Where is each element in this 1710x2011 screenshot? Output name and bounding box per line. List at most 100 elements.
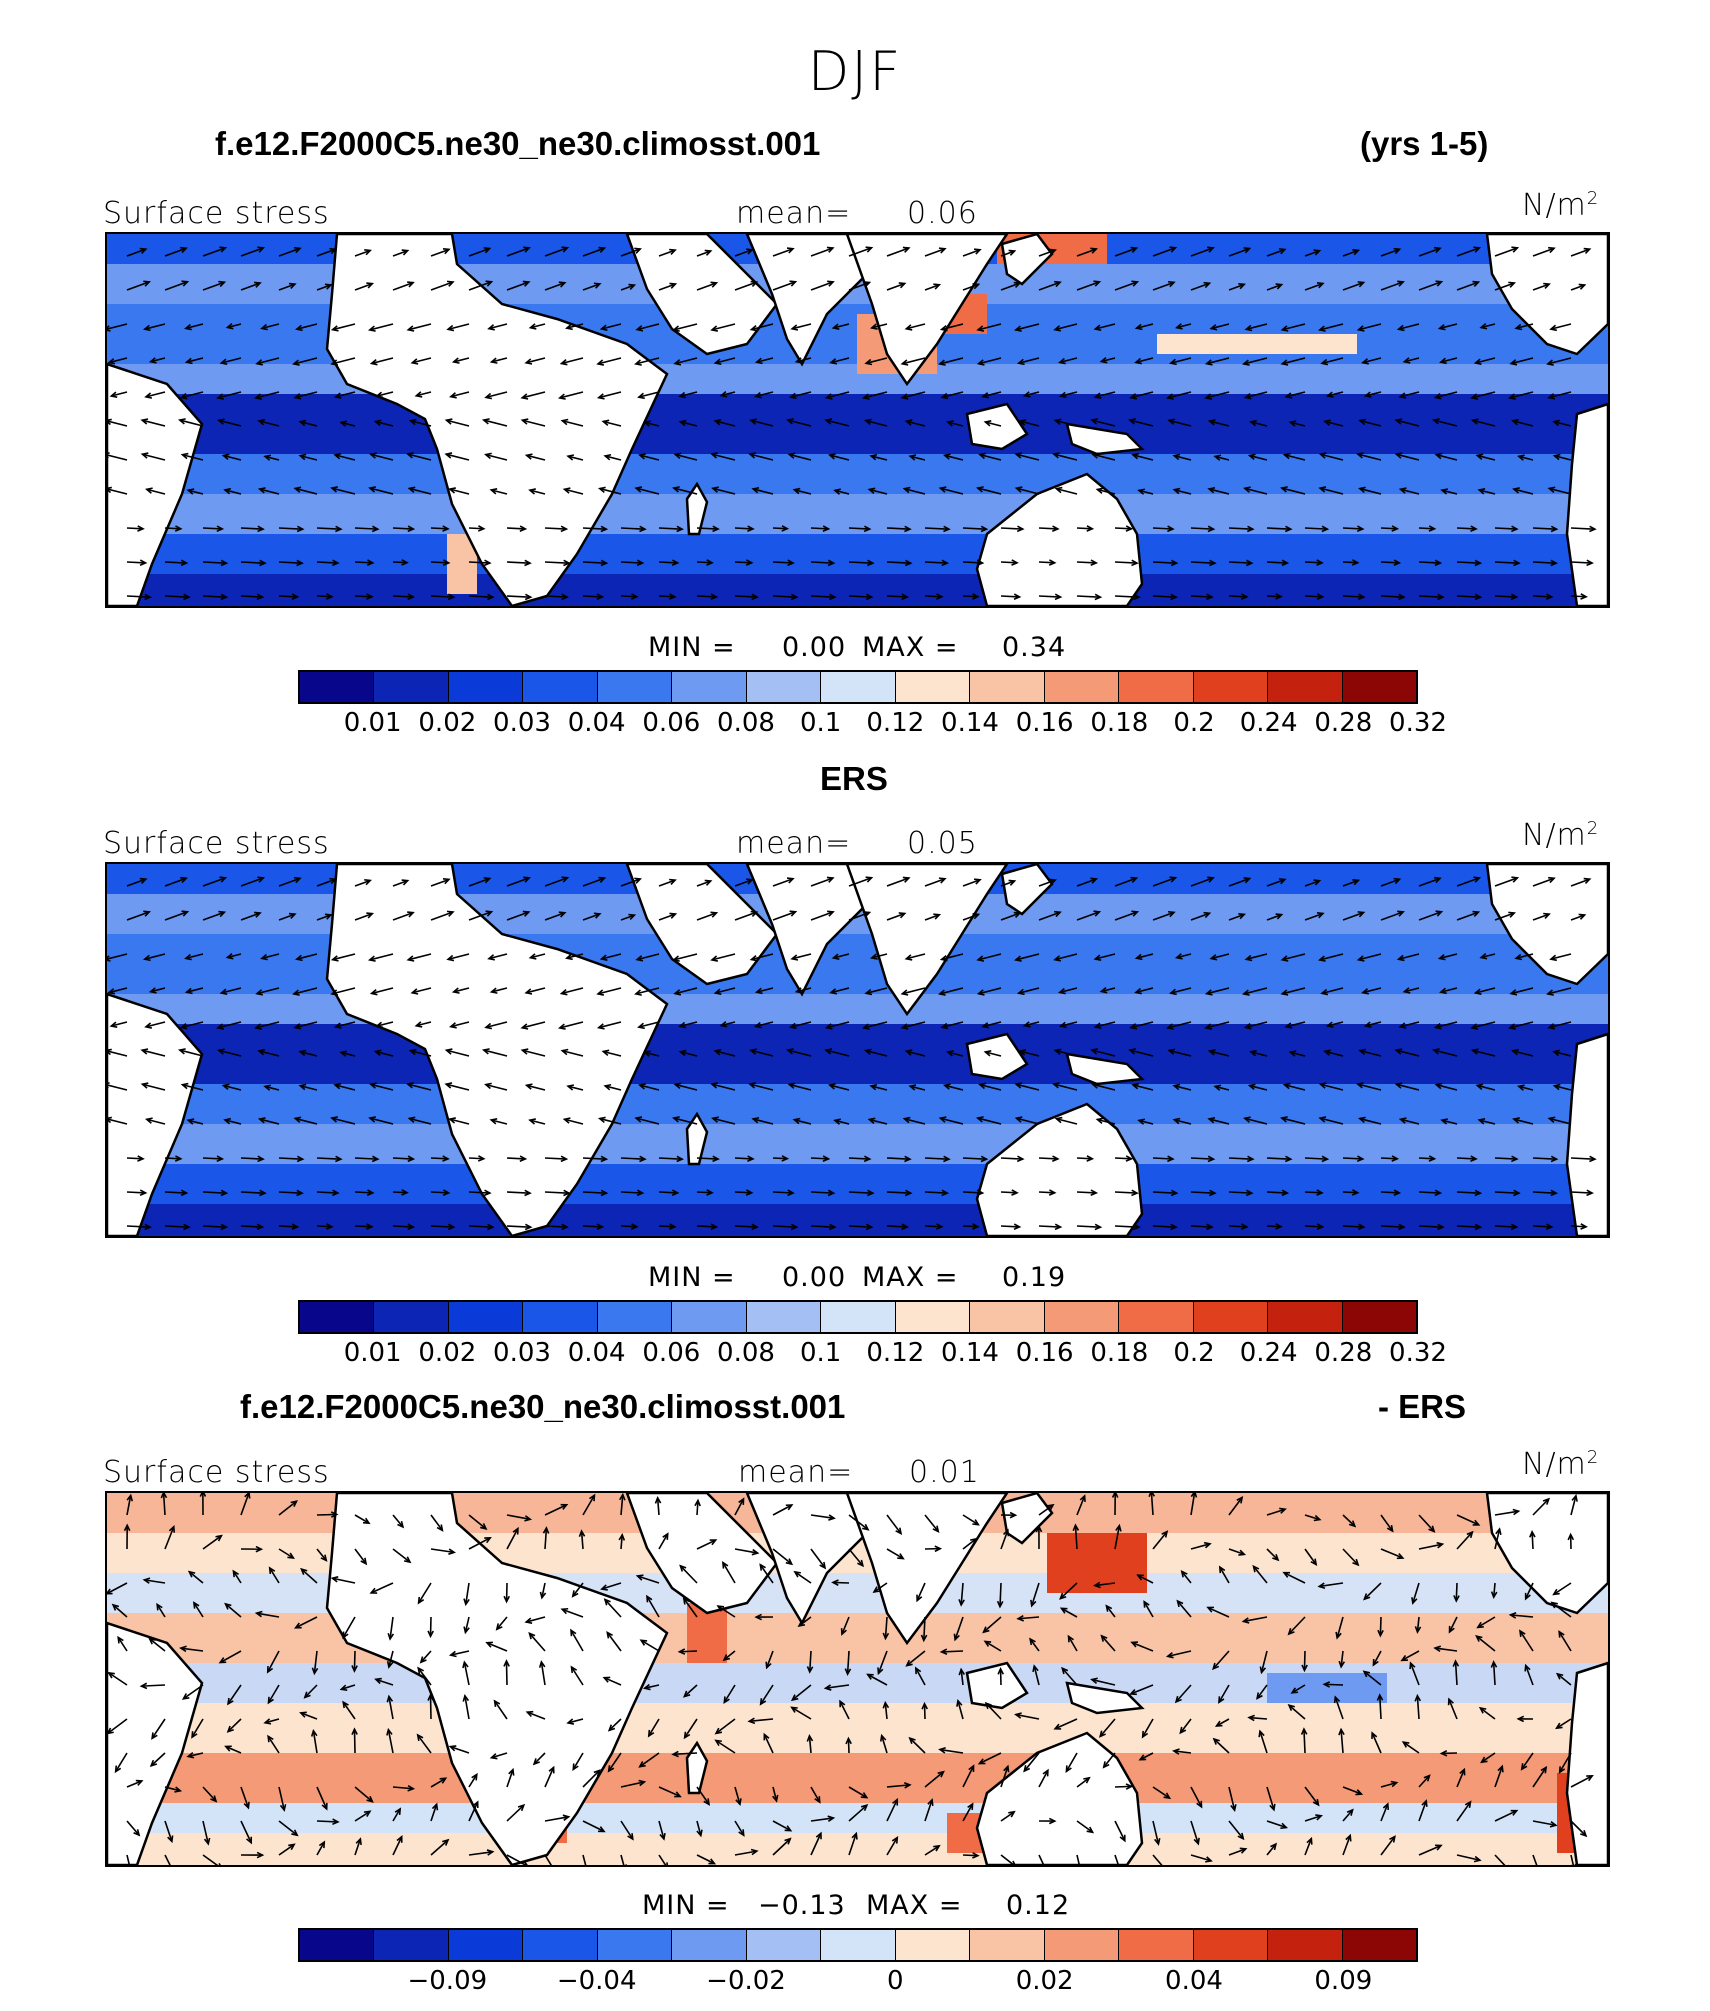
stress-vector (1135, 357, 1154, 364)
stress-vector-head (1280, 359, 1289, 366)
stress-vector-head (366, 559, 375, 566)
stress-vector-head (596, 989, 605, 996)
stress-vector-head (218, 280, 227, 288)
stress-vector (1056, 487, 1078, 495)
stress-vector-head (140, 418, 149, 425)
stress-vector-head (788, 392, 797, 400)
stress-vector-head (1508, 1612, 1517, 1619)
stress-vector (1558, 1631, 1572, 1652)
stress-vector (715, 420, 736, 427)
stress-vector (1059, 1582, 1078, 1600)
stress-vector (416, 391, 432, 397)
stress-vector (1379, 1616, 1382, 1636)
stress-vector-head (643, 1050, 651, 1057)
stress-vector (1304, 879, 1320, 887)
stress-vector-head (634, 247, 642, 254)
stress-vector (1494, 912, 1515, 921)
stress-vector-head (366, 593, 374, 600)
stress-vector-head (677, 1648, 686, 1655)
stress-vector (1513, 1118, 1534, 1125)
stress-vector (408, 953, 432, 961)
stress-vector (506, 595, 531, 598)
stress-vector-head (1382, 1802, 1390, 1810)
stress-vector-head (1284, 1022, 1293, 1029)
stress-vector (533, 1752, 546, 1765)
stress-vector-head (303, 1691, 311, 1699)
stress-vector (941, 1650, 964, 1653)
stress-vector-head (1313, 249, 1322, 256)
stress-vector-head (1249, 419, 1257, 427)
stress-vector-head (967, 1802, 974, 1810)
stress-vector (450, 1650, 470, 1656)
stress-vector (722, 1562, 736, 1584)
stress-vector (1480, 323, 1496, 329)
stress-vector (142, 1083, 166, 1091)
stress-vector (1210, 953, 1230, 960)
stress-vector-head (745, 559, 754, 566)
stress-vector-head (904, 419, 913, 426)
stress-vector (316, 1820, 338, 1823)
stress-vector-head (1396, 1553, 1405, 1560)
stress-vector-head (938, 1116, 947, 1123)
stress-vector-head (1357, 911, 1366, 918)
stress-vector-head (1409, 1661, 1416, 1670)
stress-vector-head (978, 452, 986, 460)
stress-vector-head (865, 246, 874, 253)
stress-vector-head (1279, 1507, 1287, 1514)
stress-vector (810, 1191, 834, 1194)
stress-vector (962, 527, 987, 530)
stress-vector-head (901, 1223, 910, 1231)
stress-vector-head (1166, 393, 1174, 400)
stress-vector-head (1013, 593, 1022, 600)
stress-vector (430, 1157, 449, 1160)
stress-vector-head (298, 419, 307, 427)
stress-vector-head (1207, 1116, 1216, 1124)
stress-vector-head (560, 1155, 569, 1163)
stress-vector (567, 455, 584, 461)
stress-vector-head (1439, 987, 1447, 995)
stress-vector (1441, 1119, 1458, 1125)
stress-vector (673, 487, 698, 495)
stress-vector (673, 323, 698, 331)
stress-vector (1340, 1650, 1344, 1667)
stress-vector-head (1023, 1765, 1031, 1773)
stress-vector-head (483, 1189, 492, 1197)
stress-band (107, 994, 1608, 1024)
borneo-land (965, 1032, 1029, 1081)
stress-vector (1456, 1531, 1473, 1550)
stress-vector-head (1519, 1629, 1526, 1637)
stress-vector-head (1207, 525, 1216, 533)
stress-vector-head (1549, 954, 1557, 962)
stress-vector-head (447, 1223, 456, 1231)
stress-vector-head (958, 1599, 965, 1607)
stress-vector-head (646, 1594, 653, 1603)
stress-vector (673, 1117, 698, 1125)
stress-vector-head (1131, 280, 1140, 287)
stress-vector-head (1548, 876, 1556, 884)
stress-vector-head (219, 988, 228, 995)
stress-vector (810, 281, 834, 291)
stress-vector-head (1473, 246, 1482, 253)
stress-vector (734, 595, 758, 598)
stress-vector-head (263, 1084, 272, 1091)
stress-vector-head (1580, 593, 1588, 600)
stress-vector-head (436, 1524, 444, 1532)
stress-vector-head (1058, 357, 1066, 365)
stress-vector (829, 454, 850, 461)
panel1-max-value: 0.34 (1002, 632, 1067, 663)
stress-vector (599, 487, 622, 495)
stress-vector-head (1433, 1023, 1442, 1030)
stress-vector-head (485, 1641, 493, 1648)
stress-vector-head (216, 393, 225, 400)
stress-vector-head (107, 1082, 110, 1089)
colorbar-swatch (1044, 1302, 1120, 1332)
stress-vector-head (1008, 1810, 1016, 1818)
stress-vector (1139, 1752, 1154, 1761)
stress-vector (164, 1786, 181, 1792)
stress-vector (924, 527, 949, 530)
stress-vector-head (1377, 1629, 1384, 1638)
stress-vector (977, 1117, 1002, 1125)
stress-vector (1448, 1698, 1458, 1720)
stress-anomaly-patch (1267, 1673, 1387, 1703)
stress-vector-head (1169, 876, 1178, 883)
